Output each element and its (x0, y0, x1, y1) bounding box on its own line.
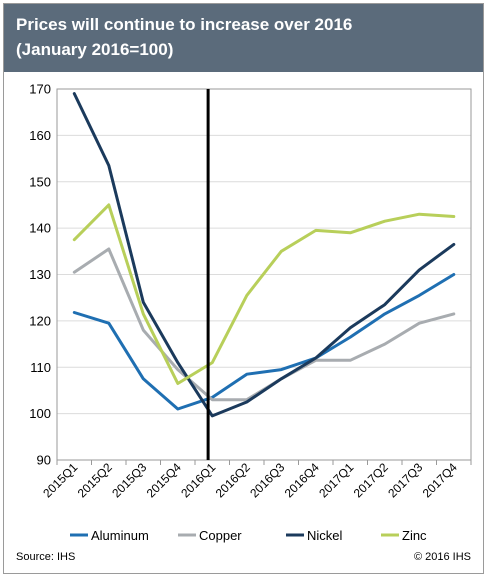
x-tick-label: 2015Q2 (75, 460, 115, 500)
y-tick-label: 110 (30, 360, 51, 375)
x-tick-label: 2016Q1 (178, 460, 218, 500)
y-tick-label: 140 (29, 221, 51, 236)
x-tick-label: 2017Q4 (420, 460, 460, 500)
chart-frame: Prices will continue to increase over 20… (3, 3, 484, 574)
line-chart: 901001101201301401501601702015Q12015Q220… (29, 82, 472, 543)
x-tick-label: 2016Q4 (282, 460, 322, 500)
legend-label-aluminum: Aluminum (91, 528, 149, 543)
y-tick-label: 150 (29, 174, 51, 189)
legend-label-copper: Copper (199, 528, 242, 543)
chart-title: Prices will continue to increase over 20… (16, 15, 353, 34)
series-line-nickel (72, 92, 456, 418)
x-tick-label: 2016Q2 (213, 460, 253, 500)
x-tick-label: 2016Q3 (247, 460, 287, 500)
y-tick-label: 90 (37, 453, 51, 468)
y-tick-label: 100 (29, 406, 51, 421)
y-tick-label: 130 (29, 267, 51, 282)
y-tick-label: 120 (29, 313, 51, 328)
copyright-note: © 2016 IHS (413, 551, 471, 563)
source-note: Source: IHS (16, 551, 76, 563)
legend-label-zinc: Zinc (402, 528, 427, 543)
y-tick-label: 170 (29, 82, 51, 97)
x-tick-label: 2015Q3 (109, 460, 149, 500)
x-tick-label: 2015Q4 (144, 460, 184, 500)
legend-label-nickel: Nickel (307, 528, 343, 543)
x-tick-label: 2017Q2 (351, 460, 391, 500)
y-tick-label: 160 (29, 128, 51, 143)
chart-subtitle: (January 2016=100) (16, 40, 174, 59)
x-tick-label: 2017Q1 (316, 460, 356, 500)
x-tick-label: 2017Q3 (385, 460, 425, 500)
series-line-aluminum (72, 273, 456, 411)
title-bar: Prices will continue to increase over 20… (4, 4, 483, 72)
series-line-zinc (72, 203, 456, 385)
